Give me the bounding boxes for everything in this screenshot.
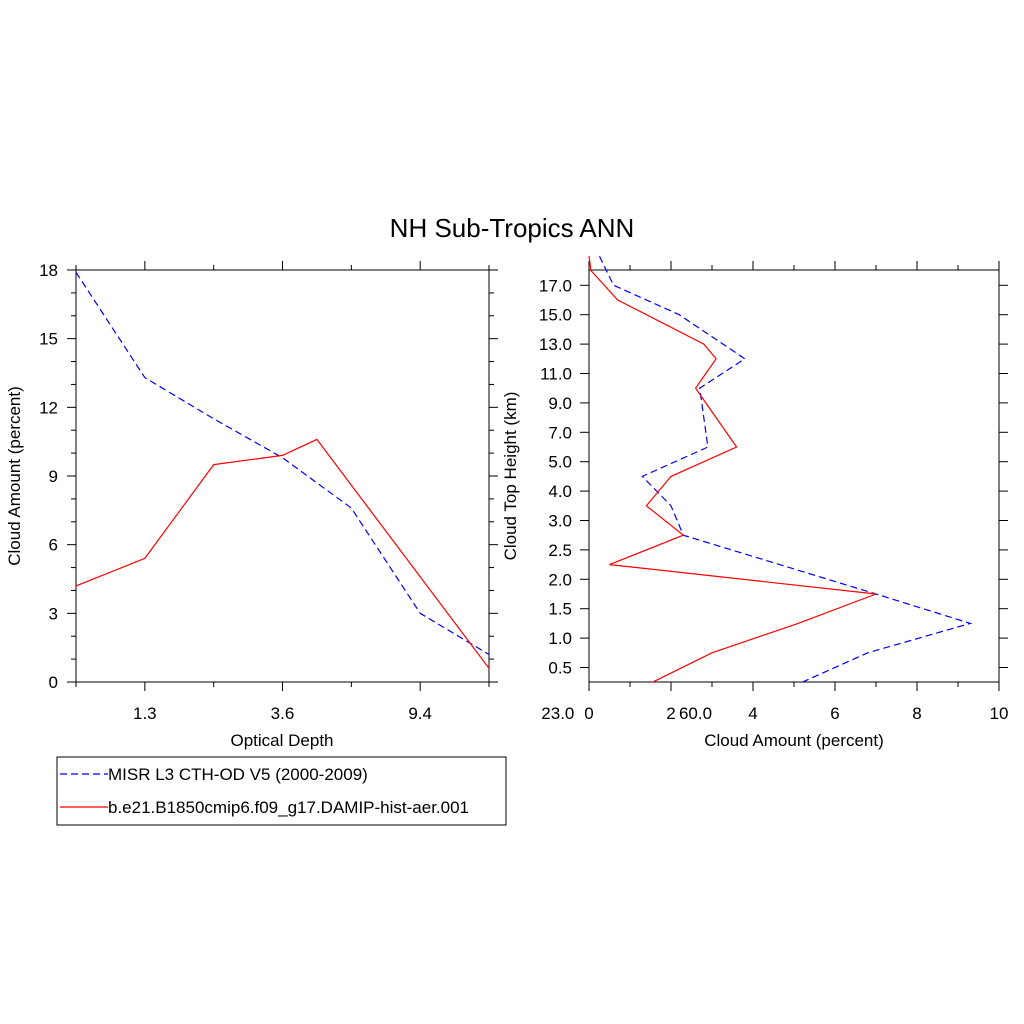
right-x-tick-label: 10 <box>990 704 1009 723</box>
left-x-tick-label: 9.4 <box>408 704 432 723</box>
right-plot-frame <box>588 269 1000 683</box>
left-x-tick-label: 3.6 <box>271 704 295 723</box>
left-x-axis-label: Optical Depth <box>231 731 334 750</box>
left-x-tick-label: 1.3 <box>133 704 157 723</box>
right-y-tick-label: 2.0 <box>548 570 572 589</box>
legend-label-obs: MISR L3 CTH-OD V5 (2000-2009) <box>108 765 368 784</box>
right-series-misr-line <box>598 255 973 683</box>
left-y-axis-label: Cloud Amount (percent) <box>5 386 24 566</box>
left-x-tick-label: 60.0 <box>679 704 712 723</box>
right-x-tick-label: 2 <box>666 704 675 723</box>
right-y-axis-label: Cloud Top Height (km) <box>501 392 520 561</box>
left-y-tick-label: 18 <box>39 261 58 280</box>
right-x-tick-label: 8 <box>912 704 921 723</box>
legend-label-model: b.e21.B1850cmip6.f09_g17.DAMIP-hist-aer.… <box>108 798 469 817</box>
chart-title: NH Sub-Tropics ANN <box>390 213 635 243</box>
right-y-tick-label: 15.0 <box>539 306 572 325</box>
left-y-tick-label: 3 <box>49 604 58 623</box>
right-y-tick-label: 9.0 <box>548 394 572 413</box>
left-y-tick-label: 12 <box>39 398 58 417</box>
left-y-tick-label: 15 <box>39 330 58 349</box>
right-y-tick-label: 11.0 <box>540 365 572 384</box>
left-plot-frame <box>75 269 490 683</box>
right-x-axis-label: Cloud Amount (percent) <box>704 731 884 750</box>
right-y-tick-label: 1.0 <box>548 629 572 648</box>
right-y-tick-label: 4.0 <box>548 482 572 501</box>
right-x-tick-label: 6 <box>830 704 839 723</box>
left-x-tick-label: 23.0 <box>541 704 574 723</box>
right-y-tick-label: 13.0 <box>539 335 572 354</box>
left-series-misr-line <box>75 271 490 656</box>
left-y-tick-label: 6 <box>49 536 58 555</box>
right-y-tick-label: 17.0 <box>539 276 572 295</box>
cloud-top-height-panel: 0 2 4 6 8 10 0.5 1.0 1.5 2.0 2.5 3.0 4.0 5.0 7.0 9.0 11.… <box>501 255 1009 750</box>
right-y-tick-label: 1.5 <box>548 600 572 619</box>
right-x-tick-label: 4 <box>748 704 757 723</box>
right-y-tick-label: 0.5 <box>548 659 572 678</box>
left-y-tick-label: 0 <box>49 673 58 692</box>
legend: MISR L3 CTH-OD V5 (2000-2009) b.e21.B185… <box>56 756 507 826</box>
right-y-tick-label: 7.0 <box>548 423 572 442</box>
right-x-tick-label: 0 <box>584 704 593 723</box>
right-y-tick-label: 3.0 <box>548 512 572 531</box>
legend-box <box>56 756 507 826</box>
right-series-model-line <box>588 255 877 683</box>
right-y-tick-label: 2.5 <box>548 541 572 560</box>
left-y-tick-label: 9 <box>49 467 58 486</box>
left-series-model-line <box>75 438 490 669</box>
right-y-tick-label: 5.0 <box>548 453 572 472</box>
